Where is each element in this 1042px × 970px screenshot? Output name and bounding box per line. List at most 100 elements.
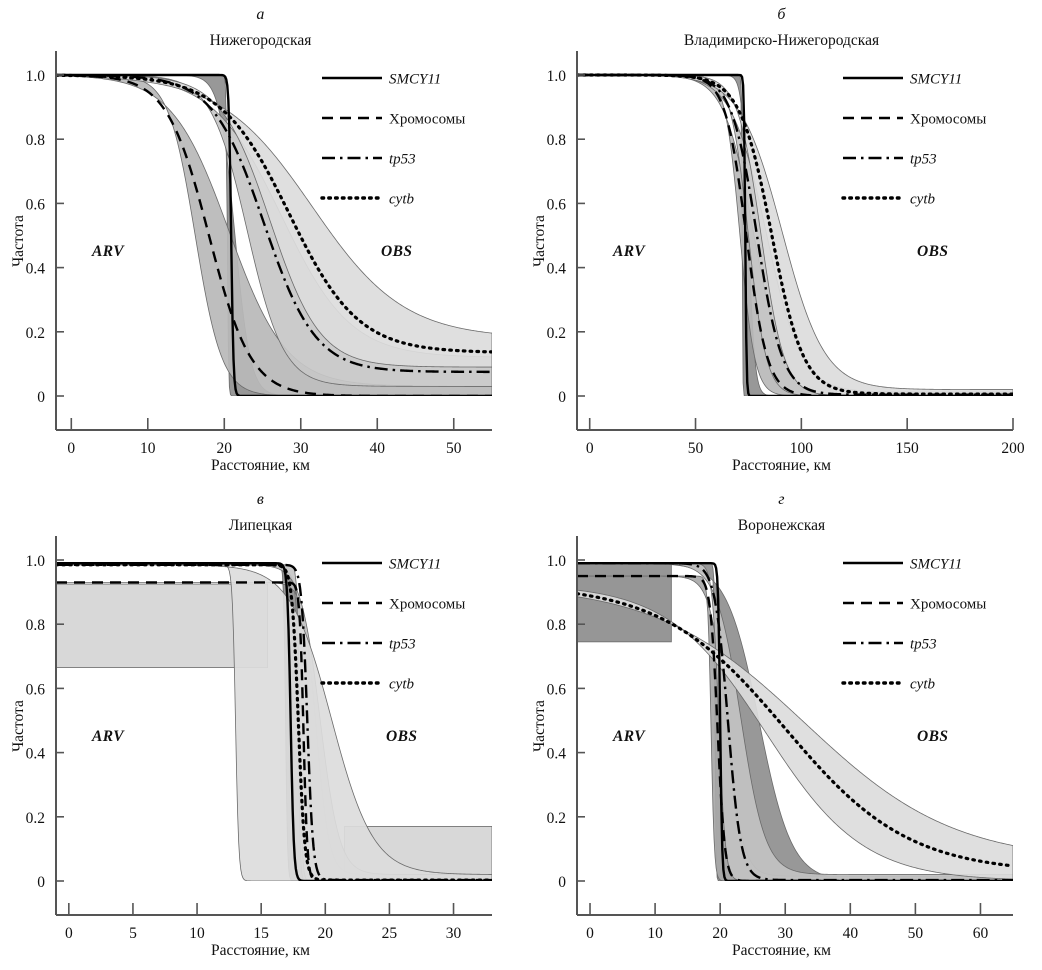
legend-label-cytb: cytb [910,192,935,208]
panel-b-x-axis-label: Расстояние, км [732,457,831,474]
y-tick-label: 0.2 [547,810,566,827]
y-tick-label: 0.6 [26,681,46,698]
curve-tp53 [577,73,1013,396]
x-tick-label: 30 [293,440,309,457]
legend-label-tp53: tp53 [389,152,416,168]
panel-a-plot: 0 0.2 0.4 0.6 0.8 1.0 0 10 20 30 40 50 SMCY11 Хромосо… [26,51,492,457]
legend-label-cytb: cytb [389,192,414,208]
x-tick-label: 30 [446,925,462,942]
panel-b-label-arv: ARV [613,243,645,260]
x-tick-label: 0 [586,440,594,457]
band-cytb [577,74,1013,396]
x-tick-label: 20 [318,925,334,942]
panel-b: 0 0.2 0.4 0.6 0.8 1.0 0 50 100 150 200 SMCY11 Хромос… [521,0,1042,485]
y-tick-label: 0.4 [547,261,567,278]
band-cytb [56,74,492,368]
curve-tp53 [56,73,492,374]
legend-label-SMCY11: SMCY11 [389,557,441,573]
x-tick-label: 60 [973,925,989,942]
legend-label-Хромосомы: Хромосомы [910,597,986,613]
legend: SMCY11 Хромосомы tp53 cytb [841,72,986,208]
panel-d-label-arv: ARV [613,728,645,745]
panel-d: 0 0.2 0.4 0.6 0.8 1.0 0 10 20 30 40 50 60 SMCY11 Хромо… [521,485,1042,970]
x-tick-label: 200 [1001,440,1025,457]
y-tick-label: 0.8 [26,132,46,149]
cline-curves [577,73,1013,396]
panel-b-y-axis-label: Частота [531,215,548,267]
band-Хромосомы [577,74,1013,396]
x-tick-label: 50 [908,925,924,942]
curve-cytb [577,592,1013,868]
x-tick-label: 5 [129,925,137,942]
panel-c-plot: 0 0.2 0.4 0.6 0.8 1.0 0 5 10 15 20 25 30 SMCY11 Хромос… [26,536,492,942]
panel-c-y-axis-label: Частота [10,700,27,752]
x-tick-label: 150 [896,440,920,457]
panel-a-label-obs: OBS [381,243,413,260]
y-tick-label: 0 [37,389,45,406]
curve-SMCY11 [577,562,1013,881]
y-tick-label: 1.0 [26,68,46,85]
y-tick-label: 0.4 [26,746,46,763]
cline-curves [56,73,492,396]
y-tick-label: 0.8 [547,132,567,149]
y-tick-label: 0.8 [26,617,46,634]
axes: 0 0.2 0.4 0.6 0.8 1.0 0 5 10 15 20 25 30 [26,536,492,942]
legend-label-SMCY11: SMCY11 [910,72,962,88]
legend: SMCY11 Хромосомы tp53 cytb [320,72,465,208]
legend-label-SMCY11: SMCY11 [910,557,962,573]
panel-b-label-obs: OBS [917,243,949,260]
band-SMCY11 [577,562,1013,881]
x-tick-label: 15 [253,925,269,942]
x-tick-label: 0 [67,440,75,457]
x-tick-label: 30 [777,925,793,942]
y-tick-label: 0 [37,874,45,891]
cline-curves [56,562,492,881]
legend-label-cytb: cytb [910,677,935,693]
band-Хромосомы [56,74,492,396]
curve-cytb [56,563,492,881]
y-tick-label: 0.6 [26,196,46,213]
cline-curves [577,562,1013,881]
y-tick-label: 0.2 [26,325,45,342]
confidence-bands [56,74,492,396]
x-tick-label: 10 [189,925,205,942]
panel-d-y-axis-label: Частота [531,700,548,752]
curve-cytb [577,73,1013,396]
legend-label-Хромосомы: Хромосомы [910,112,986,128]
legend-label-SMCY11: SMCY11 [389,72,441,88]
panel-a-y-axis-label: Частота [10,215,27,267]
legend-label-tp53: tp53 [910,152,937,168]
curve-Хромосомы [56,581,492,881]
x-tick-label: 50 [446,440,462,457]
x-tick-label: 0 [586,925,594,942]
panel-c-label-arv: ARV [92,728,124,745]
x-tick-label: 10 [140,440,156,457]
legend-label-tp53: tp53 [910,637,937,653]
x-tick-label: 0 [65,925,73,942]
panel-a-label-arv: ARV [92,243,124,260]
x-tick-label: 10 [647,925,663,942]
y-tick-label: 0.6 [547,681,567,698]
y-tick-label: 0.6 [547,196,567,213]
legend-label-tp53: tp53 [389,637,416,653]
panel-c-letter: в [256,491,265,508]
curve-Хромосомы [577,73,1013,396]
x-tick-label: 40 [843,925,859,942]
panel-a-x-axis-label: Расстояние, км [211,457,310,474]
legend-label-Хромосомы: Хромосомы [389,597,465,613]
x-tick-label: 40 [370,440,386,457]
axes: 0 0.2 0.4 0.6 0.8 1.0 0 10 20 30 40 50 [26,51,492,457]
panel-b-letter: б [777,6,786,23]
legend-label-Хромосомы: Хромосомы [389,112,465,128]
panel-d-letter: г [778,491,785,508]
y-tick-label: 0.2 [547,325,566,342]
legend: SMCY11 Хромосомы tp53 cytb [841,557,986,693]
x-tick-label: 20 [712,925,728,942]
panel-d-label-obs: OBS [917,728,949,745]
y-tick-label: 0.4 [547,746,567,763]
y-tick-label: 0 [558,874,566,891]
curve-SMCY11 [56,73,492,396]
panel-d-x-axis-label: Расстояние, км [732,942,831,959]
x-tick-label: 100 [790,440,814,457]
